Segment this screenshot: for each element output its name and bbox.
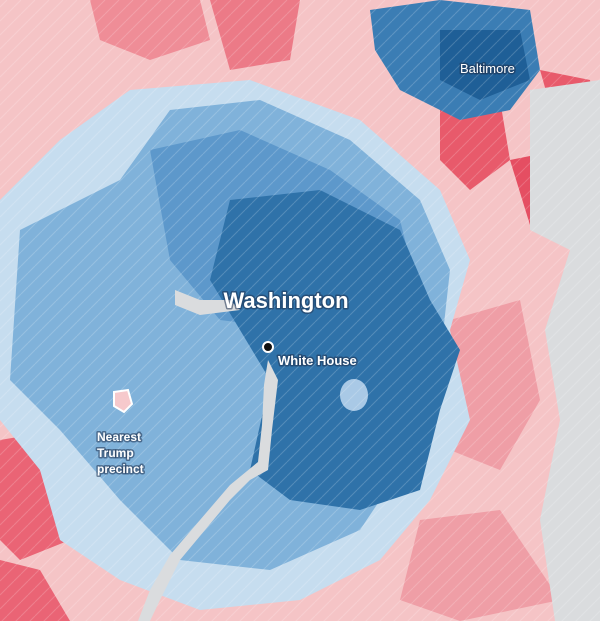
river — [138, 360, 278, 621]
white-house-marker — [262, 341, 274, 353]
precinct-label: Trump — [97, 446, 134, 460]
river — [175, 290, 240, 315]
precinct-label: Nearest — [97, 430, 141, 444]
precinct-label: precinct — [97, 462, 144, 476]
city-label: Baltimore — [460, 61, 515, 76]
city-label: Washington — [223, 288, 348, 313]
trump-precinct — [113, 388, 134, 414]
landmark-label: White House — [278, 353, 357, 368]
